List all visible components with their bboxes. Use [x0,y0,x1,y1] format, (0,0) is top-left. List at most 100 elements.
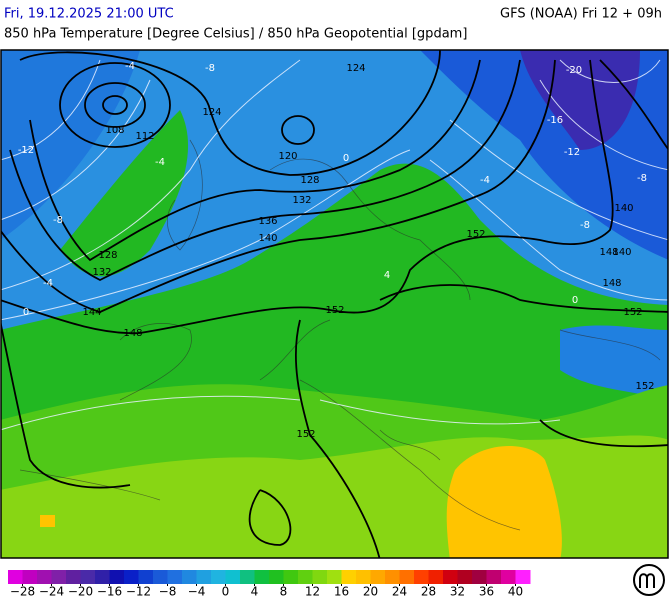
scale-tick-label: −4 [188,585,206,599]
temperature-label: -4 [155,157,165,168]
geopotential-label: 152 [325,305,344,316]
color-scale-segment [501,570,516,584]
temperature-label: -20 [566,65,582,76]
scale-tick-label: −28 [10,585,35,599]
color-scale-segment [370,570,386,584]
geopotential-label: 128 [300,175,319,186]
scale-tick-label: 40 [508,585,523,599]
scale-tick-label: 4 [251,585,259,599]
scale-tick-label: 12 [305,585,320,599]
color-scale-segment [269,570,284,584]
color-scale-segment [51,570,67,584]
scale-tick-label: −12 [126,585,151,599]
temperature-label: -8 [205,63,215,74]
temperature-label: -12 [564,147,580,158]
color-scale-segment [196,570,212,584]
temperature-label: -4 [43,278,53,289]
geopotential-label: 124 [202,107,221,118]
geopotential-label: 144 [82,307,101,318]
temperature-label: 4 [384,270,390,281]
temperature-field [520,50,640,150]
temperature-label: -8 [53,215,63,226]
color-scale-segment [399,570,415,584]
scale-tick-label: −24 [39,585,64,599]
scale-tick-label: 20 [363,585,378,599]
map-area: 1081121241241201281321361401281321441481… [1,50,668,558]
geopotential-label: 112 [135,131,154,142]
temperature-label: -8 [580,220,590,231]
scale-tick-label: −8 [159,585,177,599]
color-scale-segment [385,570,400,584]
color-scale-segment [312,570,328,584]
temperature-label: 0 [23,307,29,318]
color-scale-segment [66,570,81,584]
scale-tick-label: −20 [68,585,93,599]
color-scale-segment [37,570,52,584]
geopotential-label: 128 [98,250,117,261]
geopotential-label: 152 [466,229,485,240]
scale-tick-label: 32 [450,585,465,599]
temperature-field [446,446,562,558]
color-scale-segment [211,570,226,584]
temperature-label: -8 [637,173,647,184]
scale-tick-label: 0 [222,585,230,599]
scale-tick-label: 28 [421,585,436,599]
color-scale-segment [167,570,183,584]
color-scale-segment [138,570,154,584]
scale-tick-label: −16 [97,585,122,599]
temperature-label: -12 [18,145,34,156]
color-scale-segment [443,570,458,584]
map-title: 850 hPa Temperature [Degree Celsius] / 8… [4,27,467,42]
temperature-label: 0 [572,295,578,306]
color-scale-segment [254,570,270,584]
geopotential-label: 152 [623,307,642,318]
color-scale-segment [356,570,371,584]
model-run: GFS (NOAA) Fri 12 + 09h [500,7,662,22]
geopotential-contours [1,50,668,558]
geopotential-label: 136 [258,216,277,227]
color-scale-segment [414,570,429,584]
temperature-field [1,50,140,240]
temperature-label: -4 [480,175,490,186]
coastlines [19,139,661,531]
color-scale-segment [327,570,342,584]
color-scale-segment [225,570,241,584]
temperature-label: 0 [343,153,349,164]
temperature-label: -16 [547,115,563,126]
geopotential-label: 120 [278,151,297,162]
geopotential-label: 148 [602,278,621,289]
temperature-isolines [1,59,668,431]
scale-tick-label: 24 [392,585,407,599]
temperature-label: -4 [125,61,135,72]
map-frame [0,49,669,559]
geopotential-label: 132 [92,267,111,278]
geopotential-label: 140 [614,203,633,214]
color-scale-segment [298,570,313,584]
color-scale-segment [124,570,139,584]
color-scale-segment [472,570,487,584]
color-scale-segment [153,570,168,584]
color-scale-segment [182,570,197,584]
logo [633,564,665,596]
color-scale-segment [341,570,357,584]
color-scale-segment [515,570,531,584]
geopotential-label: 148 [123,328,142,339]
temperature-field [560,325,668,400]
color-scale-segment [283,570,299,584]
datetime: Fri, 19.12.2025 21:00 UTC [4,7,174,22]
scale-tick-label: 36 [479,585,494,599]
geopotential-label: 140 [612,247,631,258]
scale-tick-label: 8 [280,585,288,599]
geopotential-label: 140 [258,233,277,244]
geopotential-label: 148 [599,247,618,258]
geopotential-label: 124 [346,63,365,74]
color-scale-segment [240,570,255,584]
geopotential-label: 108 [105,125,124,136]
color-scale-segment [109,570,125,584]
temperature-field [60,110,189,277]
scale-tick-label: 16 [334,585,349,599]
geopotential-label: 152 [296,429,315,440]
color-scale-segment [486,570,502,584]
